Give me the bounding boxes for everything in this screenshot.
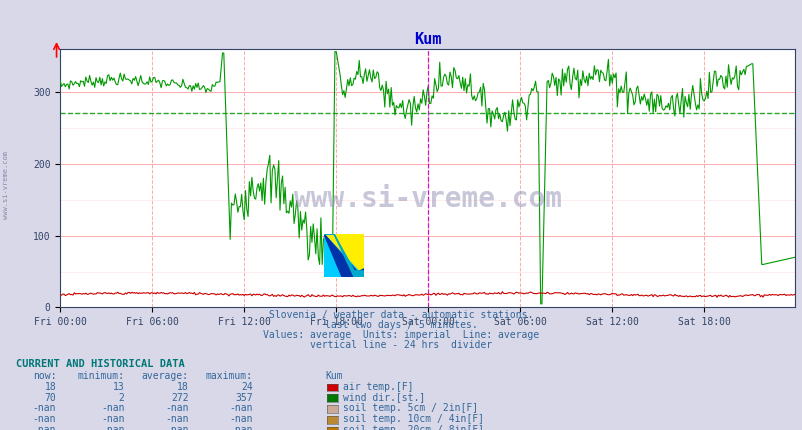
Text: -nan: -nan xyxy=(229,414,253,424)
Text: average:: average: xyxy=(141,371,188,381)
Text: CURRENT AND HISTORICAL DATA: CURRENT AND HISTORICAL DATA xyxy=(16,359,184,369)
Text: www.si-vreme.com: www.si-vreme.com xyxy=(3,151,10,219)
Polygon shape xyxy=(324,234,362,277)
Text: 13: 13 xyxy=(112,382,124,392)
Text: -nan: -nan xyxy=(33,403,56,413)
Text: -nan: -nan xyxy=(165,414,188,424)
Text: soil temp. 10cm / 4in[F]: soil temp. 10cm / 4in[F] xyxy=(342,414,484,424)
Text: 272: 272 xyxy=(171,393,188,402)
Text: 24: 24 xyxy=(241,382,253,392)
Text: 18: 18 xyxy=(176,382,188,392)
Text: www.si-vreme.com: www.si-vreme.com xyxy=(294,185,561,213)
Text: soil temp. 20cm / 8in[F]: soil temp. 20cm / 8in[F] xyxy=(342,425,484,430)
Text: -nan: -nan xyxy=(101,414,124,424)
Text: -nan: -nan xyxy=(165,425,188,430)
Text: minimum:: minimum: xyxy=(77,371,124,381)
Text: 357: 357 xyxy=(235,393,253,402)
Text: now:: now: xyxy=(33,371,56,381)
Text: Slovenia / weather data - automatic stations.: Slovenia / weather data - automatic stat… xyxy=(269,310,533,320)
Text: -nan: -nan xyxy=(165,403,188,413)
Text: soil temp. 5cm / 2in[F]: soil temp. 5cm / 2in[F] xyxy=(342,403,477,413)
Text: -nan: -nan xyxy=(101,425,124,430)
Text: -nan: -nan xyxy=(229,425,253,430)
Text: -nan: -nan xyxy=(33,414,56,424)
Text: maximum:: maximum: xyxy=(205,371,253,381)
Text: air temp.[F]: air temp.[F] xyxy=(342,382,413,392)
Polygon shape xyxy=(324,234,364,277)
Text: 18: 18 xyxy=(44,382,56,392)
Text: -nan: -nan xyxy=(229,403,253,413)
Text: -nan: -nan xyxy=(101,403,124,413)
Text: 70: 70 xyxy=(44,393,56,402)
Text: -nan: -nan xyxy=(33,425,56,430)
Text: vertical line - 24 hrs  divider: vertical line - 24 hrs divider xyxy=(310,340,492,350)
Polygon shape xyxy=(342,269,364,277)
Polygon shape xyxy=(324,234,364,277)
Polygon shape xyxy=(324,234,364,277)
Text: last two days / 5 minutes.: last two days / 5 minutes. xyxy=(325,320,477,330)
Title: Kum: Kum xyxy=(413,32,441,47)
Text: Values: average  Units: imperial  Line: average: Values: average Units: imperial Line: av… xyxy=(263,330,539,340)
Text: Kum: Kum xyxy=(325,371,342,381)
Text: 2: 2 xyxy=(119,393,124,402)
Text: wind dir.[st.]: wind dir.[st.] xyxy=(342,393,424,402)
